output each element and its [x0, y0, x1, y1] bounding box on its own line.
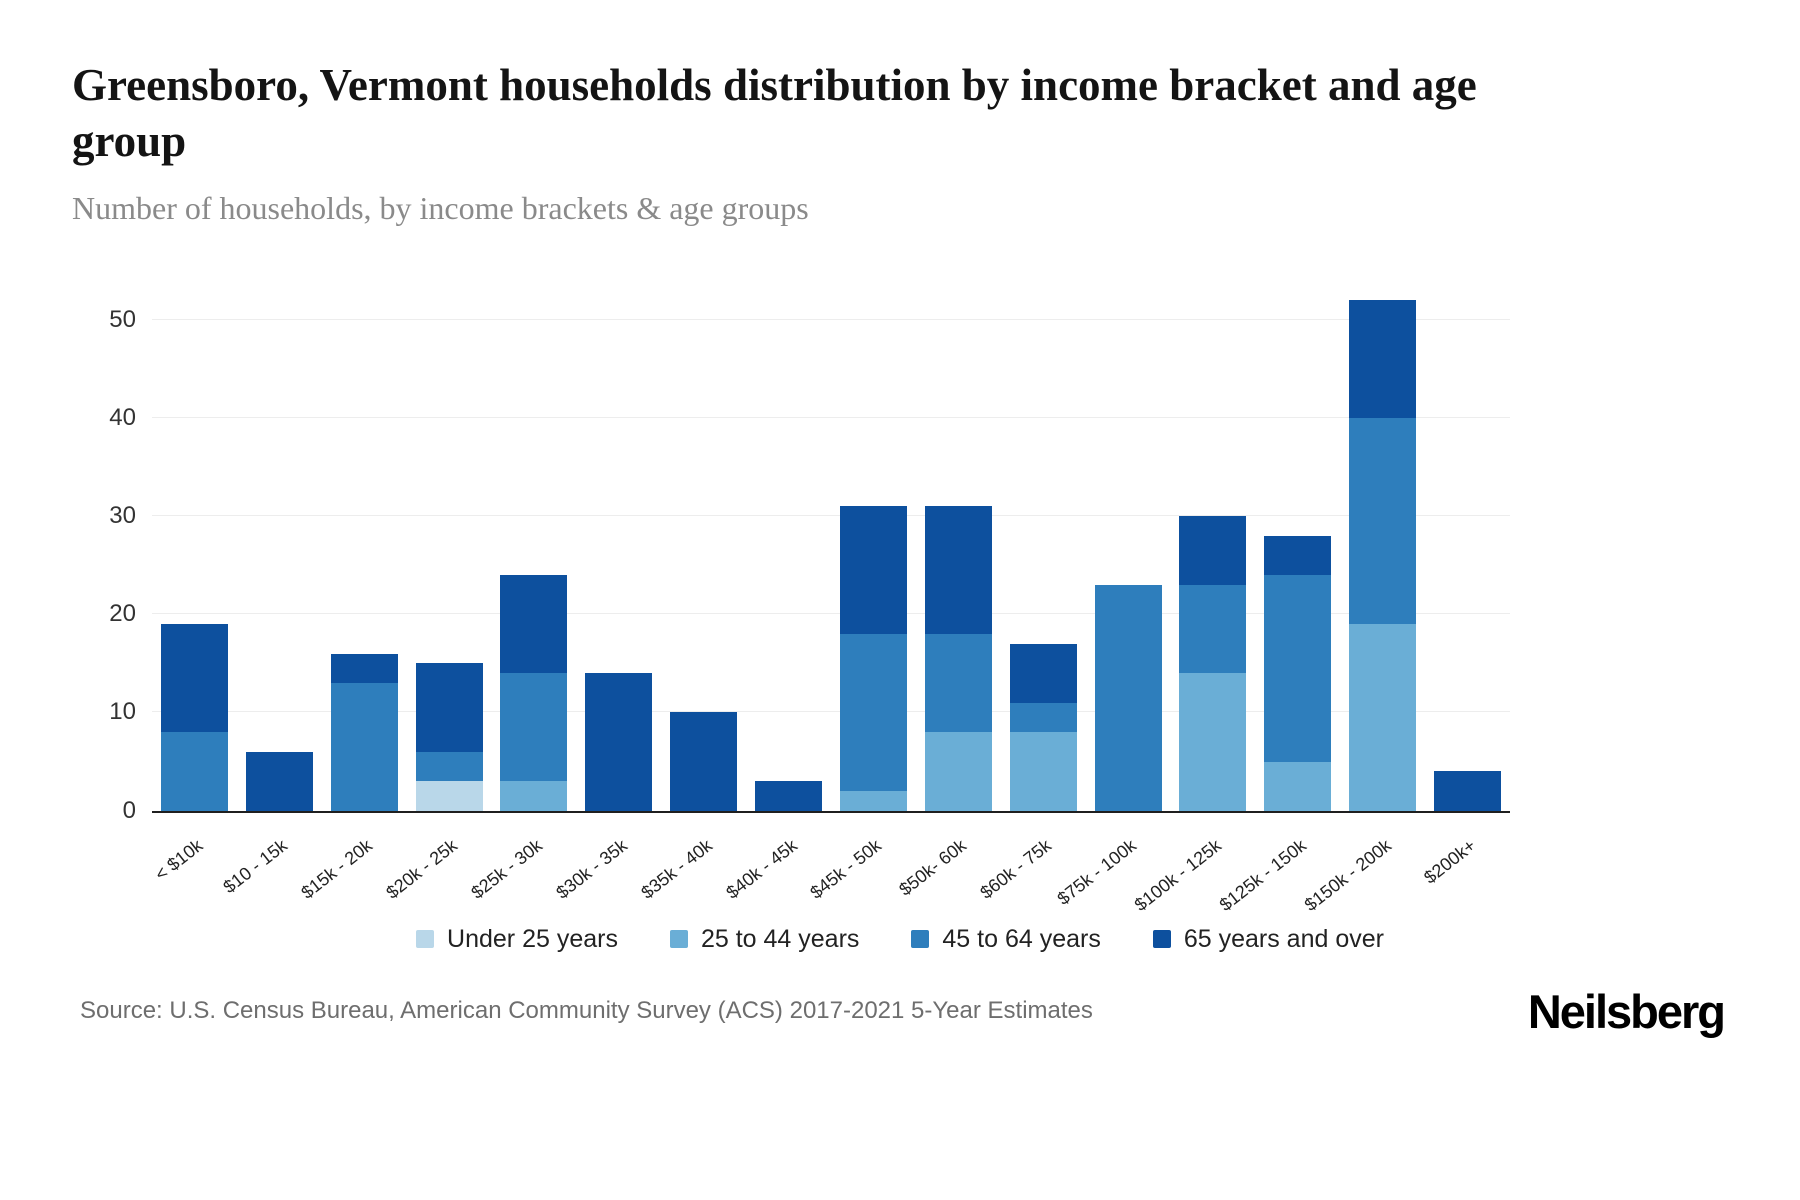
bar-segment [161, 732, 228, 811]
gridline [152, 416, 1510, 418]
bar-segment [1434, 771, 1501, 811]
x-axis-tick-label: $10 - 15k [219, 834, 292, 897]
legend-swatch [416, 930, 435, 949]
legend-item[interactable]: Under 25 years [416, 925, 618, 954]
x-axis-tick-label: $30k - 35k [552, 834, 631, 903]
stacked-bar-chart: 0 10 20 30 40 50 < $10k $10 - 15k $15k - 20k $20k… [70, 271, 1730, 921]
page-title: Greensboro, Vermont households distribut… [72, 60, 1477, 166]
bar-segment [925, 732, 992, 811]
bar-segment [585, 673, 652, 811]
bar-segment [670, 712, 737, 811]
x-axis-tick-label: $200k+ [1420, 834, 1480, 888]
bar-segment [1095, 584, 1162, 811]
chart-footer: Source: U.S. Census Bureau, American Com… [70, 984, 1730, 1039]
bar-segment [331, 653, 398, 683]
gridline [152, 515, 1510, 517]
bar-segment [246, 751, 313, 811]
legend-swatch [1152, 930, 1171, 949]
bar-segment [925, 633, 992, 733]
bar-segment [416, 781, 483, 811]
x-axis-tick-label: $40k - 45k [721, 834, 801, 903]
legend-label: 45 to 64 years [942, 924, 1101, 953]
y-axis-tick-label: 50 [109, 305, 136, 333]
chart-page: Greensboro, Vermont households distribut… [70, 60, 1730, 1039]
x-axis-tick-label: $15k - 20k [297, 834, 377, 903]
legend-item[interactable]: 25 to 44 years [669, 924, 860, 954]
bar-segment [1010, 702, 1077, 733]
bar-segment [416, 751, 483, 782]
bar-segment [840, 506, 907, 634]
x-axis-tick-label: $25k - 30k [467, 834, 546, 903]
bar-segment [1264, 574, 1331, 762]
bar-segment [755, 781, 822, 811]
x-axis-tick-label: < $10k [150, 834, 207, 885]
bar-segment [500, 673, 567, 782]
bar-segment [1179, 584, 1246, 674]
plot-area: 0 10 20 30 40 50 < $10k $10 - 15k $15k - 20k $20k… [109, 271, 1510, 915]
legend-item[interactable]: 45 to 64 years [911, 924, 1101, 954]
x-axis-tick-label: $50k- 60k [895, 834, 971, 900]
bar-segment [161, 624, 228, 733]
x-axis-tick-label: $100k - 125k [1130, 834, 1225, 915]
bar-segment [1179, 516, 1246, 585]
bar-segment [500, 781, 567, 811]
legend-swatch [669, 930, 688, 949]
x-axis-tick-label: $75k - 100k [1053, 834, 1140, 909]
y-axis-tick-label: 30 [109, 502, 136, 530]
neilsberg-logo: Neilsberg [1527, 984, 1726, 1038]
y-axis-tick-label: 10 [109, 698, 136, 726]
bar-segment [1349, 300, 1416, 418]
bar-segment [840, 790, 907, 811]
bar-segment [1264, 535, 1331, 575]
legend-label: 25 to 44 years [700, 924, 860, 953]
gridline [152, 318, 1510, 320]
bar-segment [500, 574, 567, 674]
bar-segment [1179, 673, 1246, 811]
bar-segment [1010, 643, 1077, 703]
chart-subtitle: Number of households, by income brackets… [72, 189, 809, 226]
chart-legend: Under 25 years 25 to 44 years 45 to 64 yea… [70, 925, 1730, 954]
bar-segment [1349, 624, 1416, 811]
bar-segment [416, 663, 483, 752]
legend-label: Under 25 years [447, 924, 618, 953]
y-axis-tick-label: 0 [122, 796, 136, 824]
x-axis-tick-label: $45k - 50k [806, 834, 886, 903]
x-axis-tick-label: $60k - 75k [976, 834, 1056, 903]
bar-segment [1010, 732, 1077, 811]
y-axis-tick-label: 20 [109, 600, 136, 628]
legend-label: 65 years and over [1183, 924, 1384, 953]
bar-segment [1264, 761, 1331, 811]
x-axis-tick-label: $20k - 25k [382, 834, 461, 903]
legend-item[interactable]: 65 years and over [1152, 924, 1384, 954]
bar-segment [925, 506, 992, 634]
x-axis-tick-label: $125k - 150k [1215, 834, 1310, 915]
x-axis-tick-label: $150k - 200k [1300, 834, 1395, 915]
gridline [152, 613, 1510, 615]
bar-segment [1349, 417, 1416, 625]
legend-swatch [911, 930, 930, 949]
gridline [152, 711, 1510, 713]
y-axis-tick-label: 40 [109, 403, 136, 431]
bar-segment [840, 633, 907, 791]
bar-segment [331, 682, 398, 811]
source-note: Source: U.S. Census Bureau, American Com… [80, 997, 1093, 1025]
x-axis-tick-label: $35k - 40k [636, 834, 716, 903]
